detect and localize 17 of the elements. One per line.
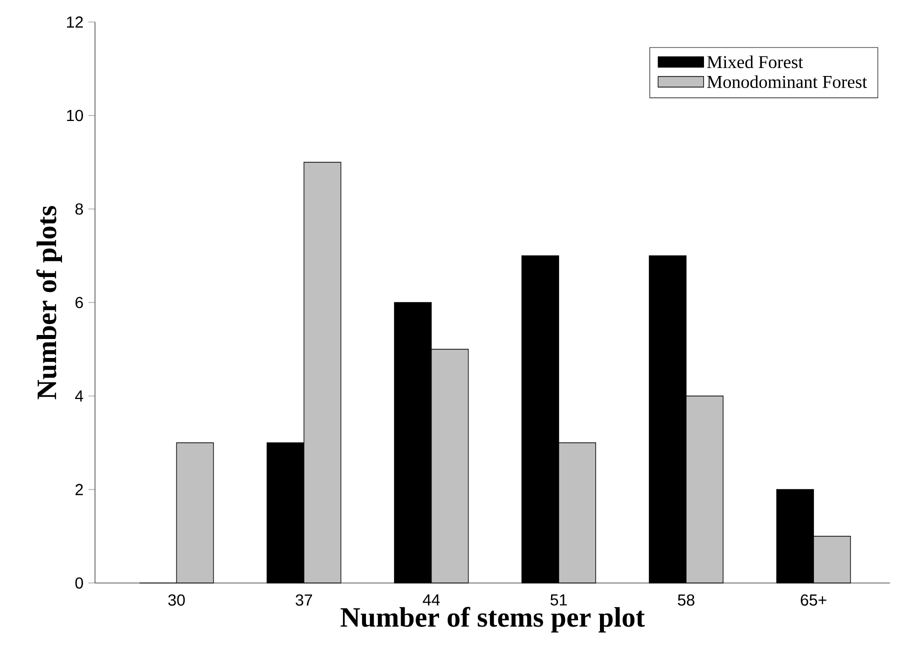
y-axis-title: Number of plots bbox=[36, 206, 62, 400]
y-tick-label: 2 bbox=[76, 484, 83, 496]
y-tick-label: 10 bbox=[67, 110, 84, 122]
y-tick-label: 6 bbox=[76, 296, 83, 308]
x-axis-title: Number of stems per plot bbox=[340, 606, 645, 633]
y-tick-label: 12 bbox=[67, 16, 83, 28]
y-tick-label: 8 bbox=[75, 203, 83, 215]
x-tick-label: 30 bbox=[168, 594, 185, 606]
x-tick-label: 65+ bbox=[800, 594, 826, 606]
y-tick-label: 4 bbox=[75, 390, 84, 402]
x-tick-label: 37 bbox=[296, 594, 312, 606]
legend-label: Monodominant Forest bbox=[707, 75, 868, 88]
y-tick-label: 0 bbox=[75, 577, 84, 589]
x-tick-label: 44 bbox=[422, 594, 440, 606]
x-tick-label: 51 bbox=[550, 594, 567, 606]
legend-label: Mixed Forest bbox=[707, 56, 804, 68]
x-tick-label: 58 bbox=[678, 594, 694, 606]
